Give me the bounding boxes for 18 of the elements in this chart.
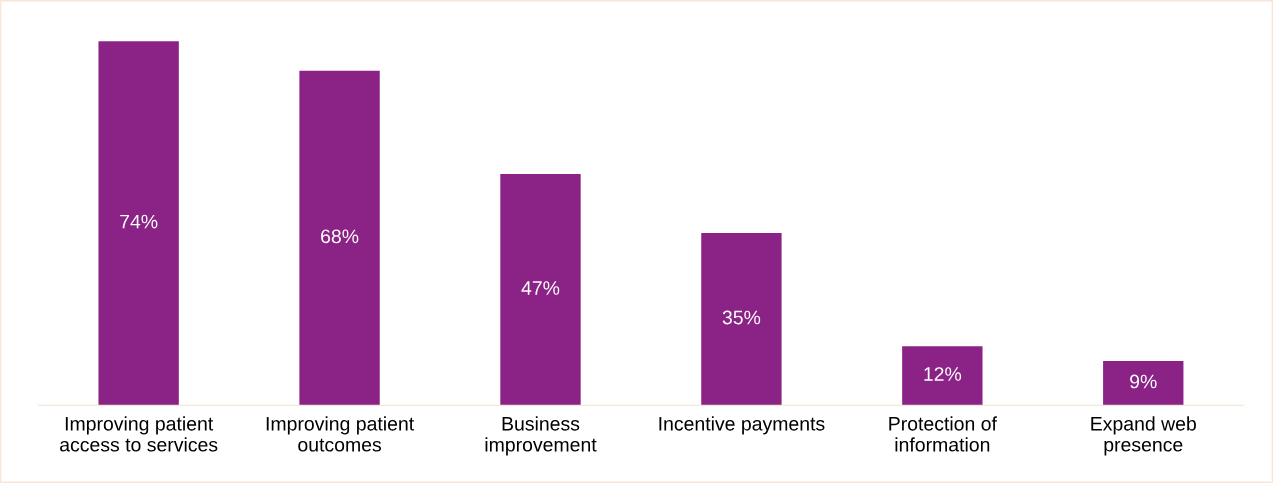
data-label: 68% (321, 229, 359, 244)
bar (1103, 360, 1184, 406)
bar (902, 346, 983, 406)
data-label: 12% (924, 367, 962, 381)
data-label: 35% (722, 310, 761, 325)
x-tick-label: Improving patient outcomes (266, 416, 415, 452)
bar (299, 70, 380, 406)
bar (701, 233, 782, 406)
x-tick-label: Business improvement (485, 416, 597, 456)
data-label: 9% (1130, 374, 1157, 389)
bar (98, 41, 179, 406)
x-tick-label: Incentive payments (659, 416, 825, 435)
data-label: 47% (521, 281, 560, 295)
data-label: 74% (120, 214, 158, 229)
bar (500, 174, 581, 406)
x-tick-label: Expand web presence (1091, 416, 1196, 456)
x-tick-label: Improving patient access to services (60, 416, 218, 452)
x-tick-label: Protection of information (889, 416, 997, 452)
